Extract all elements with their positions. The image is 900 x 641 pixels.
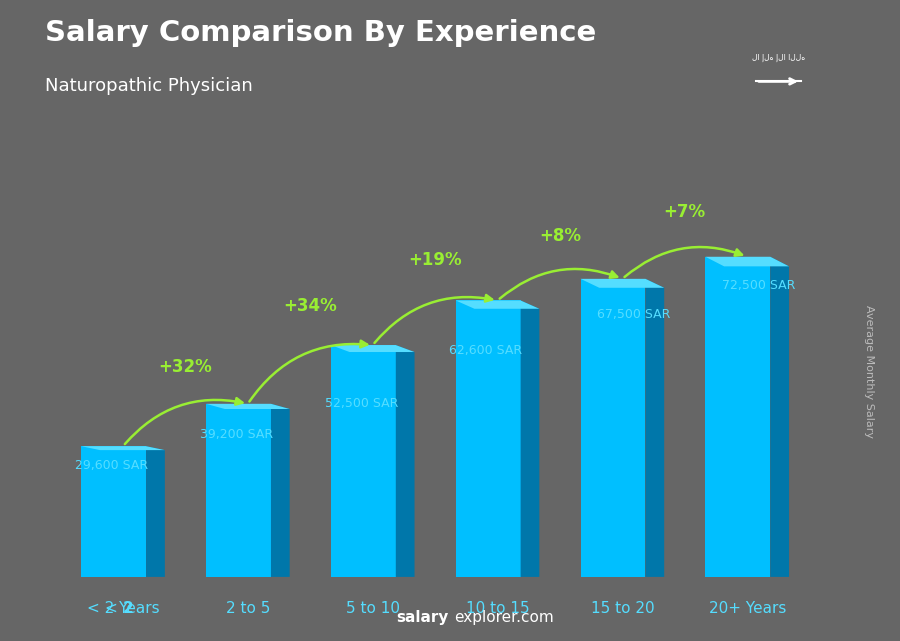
Text: +19%: +19% [409,251,462,269]
Polygon shape [81,446,146,577]
Text: explorer.com: explorer.com [454,610,554,625]
Polygon shape [645,279,664,577]
Polygon shape [580,279,645,577]
Text: 5 to 10: 5 to 10 [346,601,400,616]
Polygon shape [580,279,664,288]
Polygon shape [706,257,770,577]
Text: 20+ Years: 20+ Years [708,601,786,616]
Polygon shape [206,404,290,409]
Polygon shape [81,446,165,450]
Polygon shape [455,301,520,577]
Text: 52,500 SAR: 52,500 SAR [325,397,398,410]
Polygon shape [146,446,165,577]
Polygon shape [331,345,396,577]
Text: 62,600 SAR: 62,600 SAR [449,344,523,357]
Text: +34%: +34% [284,297,338,315]
Polygon shape [271,404,290,577]
Text: Naturopathic Physician: Naturopathic Physician [45,77,253,95]
Text: 39,200 SAR: 39,200 SAR [200,428,273,442]
Text: لا إله إلا الله: لا إله إلا الله [752,53,806,62]
Text: < 2 Years: < 2 Years [86,601,159,616]
Polygon shape [520,301,539,577]
Text: 15 to 20: 15 to 20 [590,601,654,616]
Text: Salary Comparison By Experience: Salary Comparison By Experience [45,19,596,47]
Text: Average Monthly Salary: Average Monthly Salary [863,305,874,438]
Text: 67,500 SAR: 67,500 SAR [597,308,670,321]
Text: +32%: +32% [158,358,212,376]
Polygon shape [331,345,415,352]
Text: 72,500 SAR: 72,500 SAR [722,279,796,292]
Polygon shape [770,257,789,577]
Text: 29,600 SAR: 29,600 SAR [75,460,148,472]
Text: 10 to 15: 10 to 15 [465,601,529,616]
Polygon shape [206,404,271,577]
Text: +7%: +7% [663,203,706,221]
Text: salary: salary [396,610,448,625]
Text: 2 to 5: 2 to 5 [226,601,270,616]
Polygon shape [455,301,539,309]
Polygon shape [396,345,415,577]
Text: 2: 2 [123,601,139,616]
Text: <: < [105,601,123,616]
Text: +8%: +8% [539,227,581,245]
Polygon shape [706,257,789,267]
